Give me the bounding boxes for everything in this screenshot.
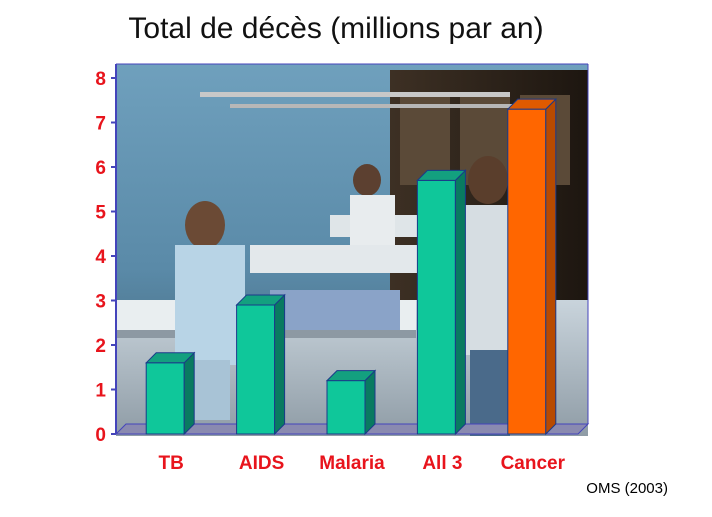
bar-aids [235,293,286,436]
bar-side [183,351,195,436]
bar-tb [144,351,196,436]
bar-side [364,369,376,436]
bar-front [507,108,547,435]
x-tick-label: TB [159,453,184,474]
x-tick-label: Cancer [501,453,566,474]
bar-front [416,179,456,435]
chart-title: Total de décès (millions par an) [128,12,544,45]
bar-all-3 [416,169,467,436]
x-tick-label: Malaria [319,453,385,474]
bar-front [326,380,366,435]
y-tick-label: 4 [95,247,106,268]
y-tick-label: 6 [95,158,106,179]
bars-layer [144,97,558,436]
x-tick-label: All 3 [422,453,462,474]
source-citation: OMS (2003) [586,480,668,497]
y-tick-label: 8 [95,69,106,90]
bar-side [274,293,286,436]
y-tick-label: 5 [95,203,106,224]
y-tick-label: 2 [95,336,106,357]
y-tick-label: 1 [95,381,106,402]
bar-side [454,169,466,436]
bar-front [236,304,276,435]
bar-top [416,169,467,181]
bar-top [506,98,558,110]
bar-front [145,362,185,435]
bar-top [235,294,286,306]
bar-top [325,370,377,382]
bar-cancer [506,97,558,436]
bar-side [545,97,557,436]
y-tick-label: 7 [95,114,106,135]
y-tick-label: 3 [95,292,106,313]
x-tick-label: AIDS [239,453,284,474]
bar-top [144,352,196,364]
bar-malaria [325,369,377,436]
labels-layer: TB AIDS Malaria All 3 Cancer [159,453,566,474]
y-tick-label: 0 [95,425,106,446]
